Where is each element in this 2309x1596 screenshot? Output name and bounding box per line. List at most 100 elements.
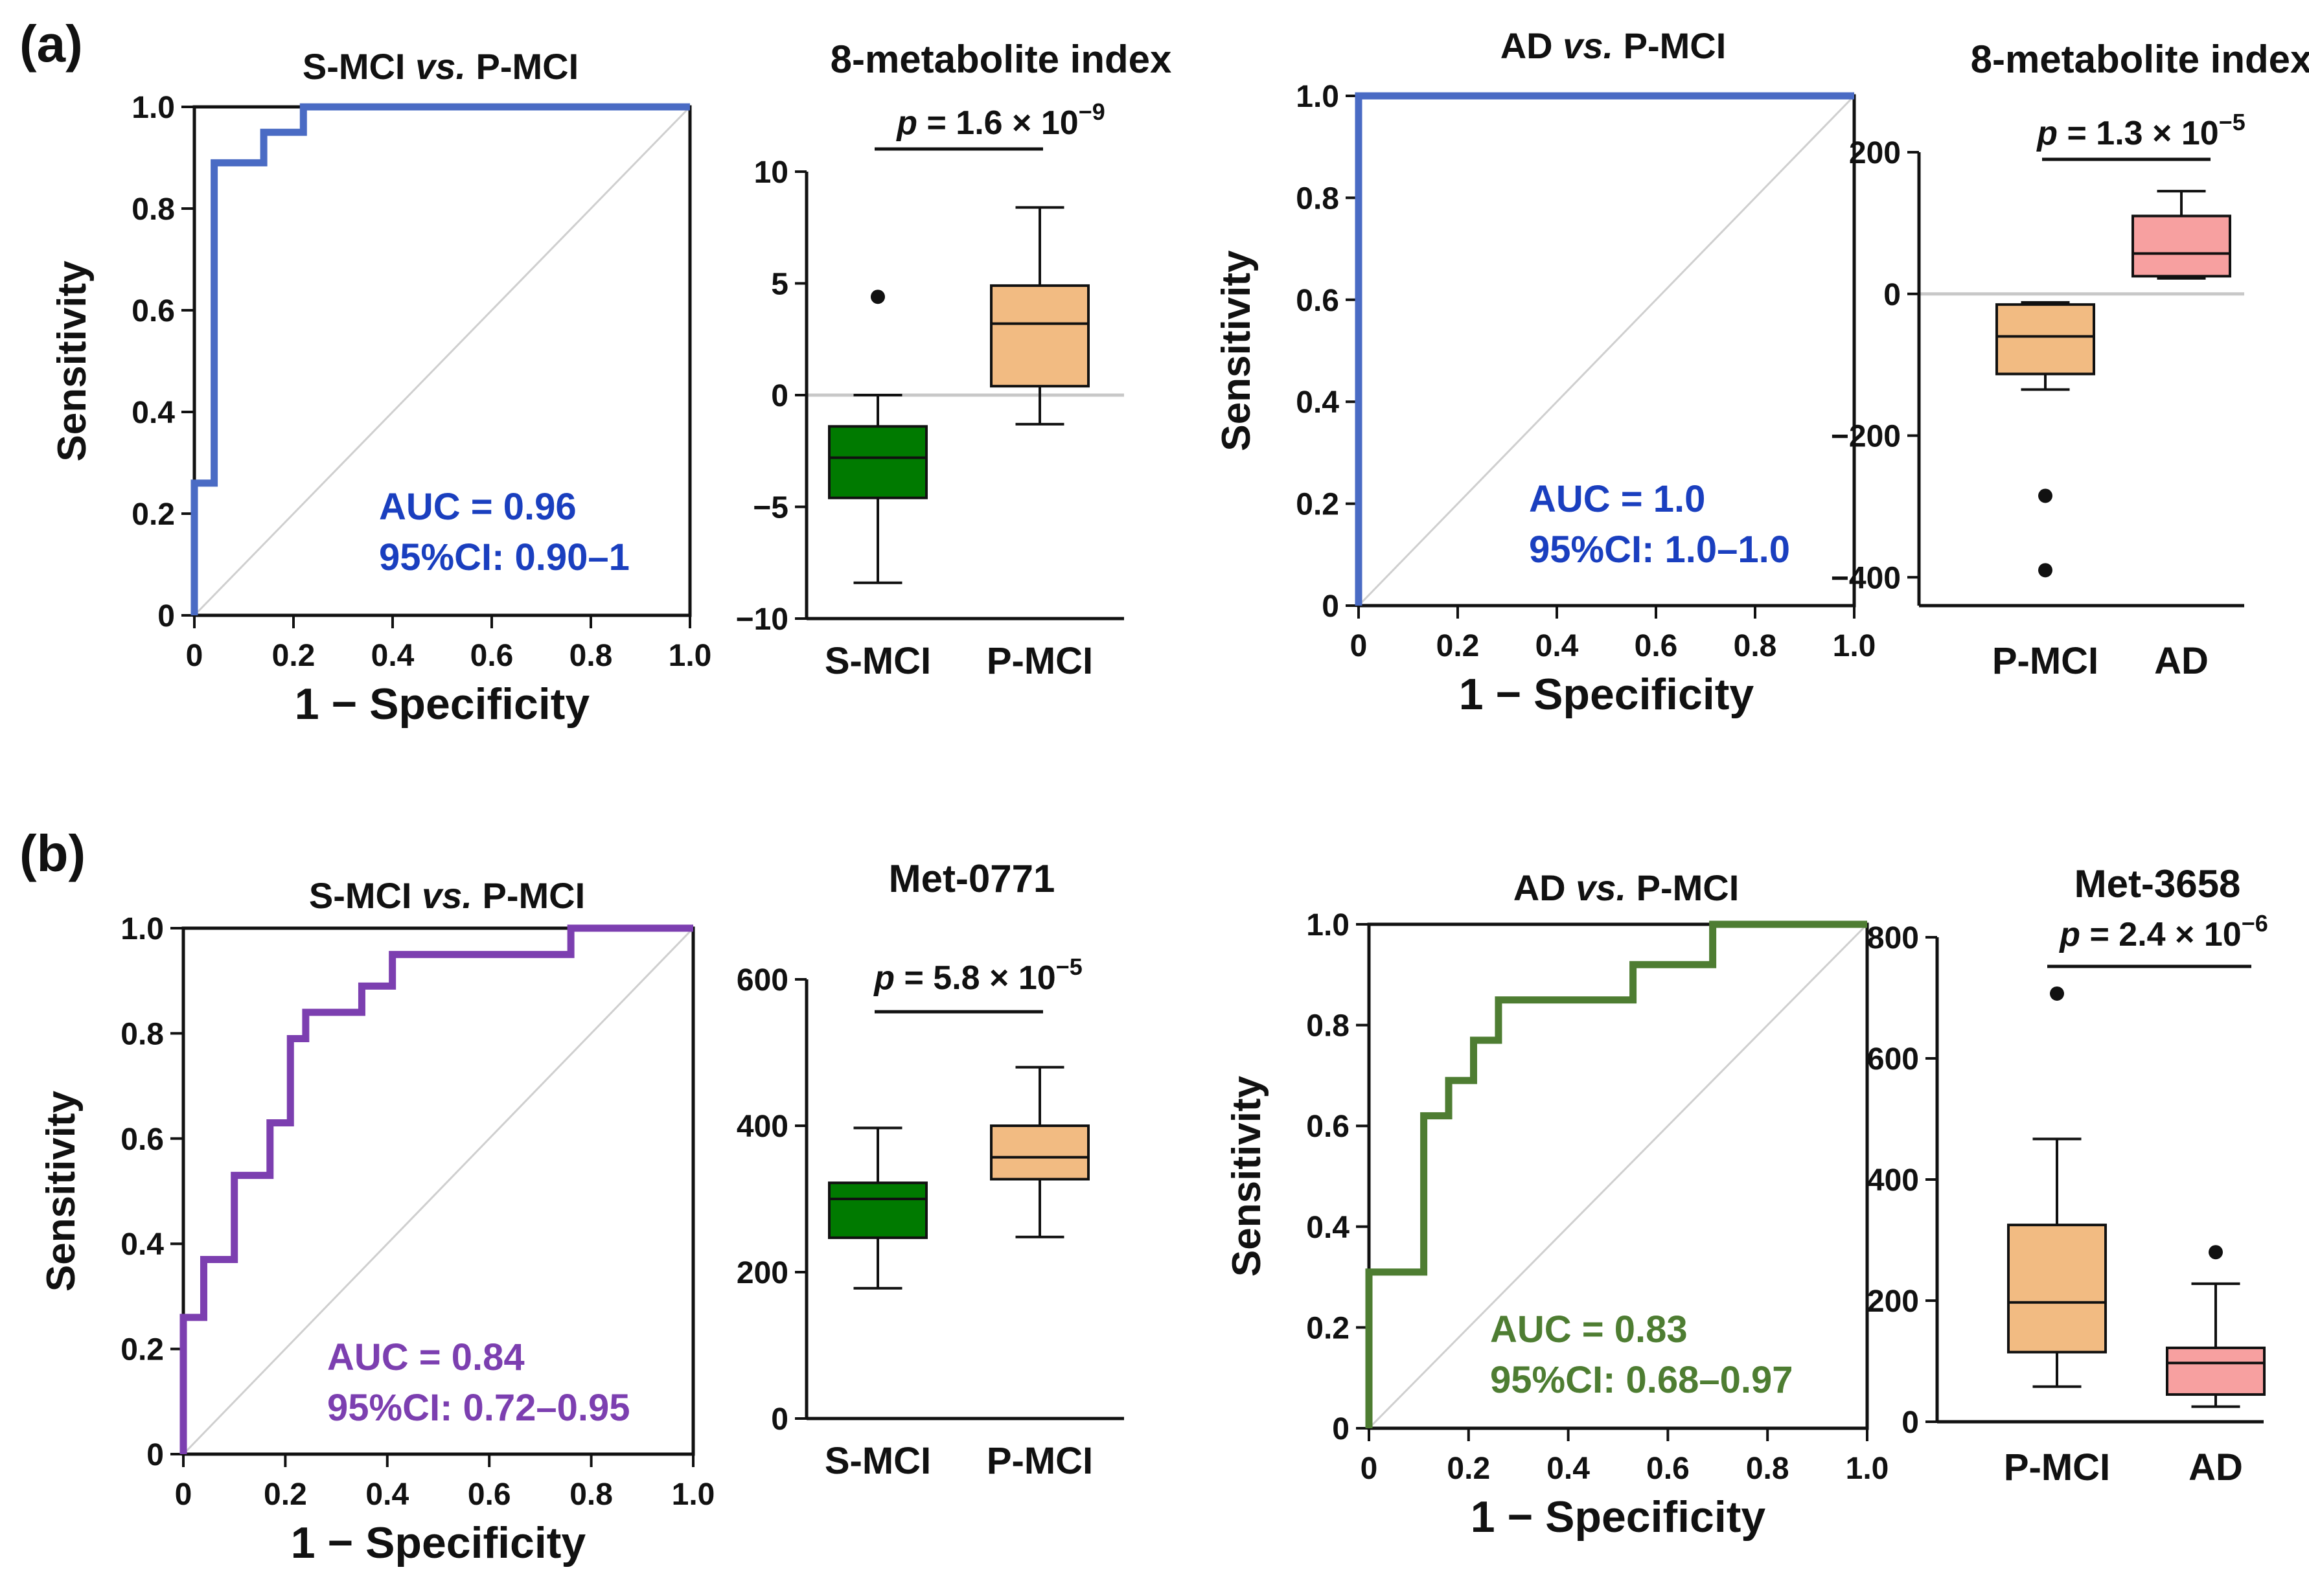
box-chart-a-right: 8-metabolite index p = 1.3 × 10−5 200 0 −200… — [1831, 38, 2309, 682]
x-tick-label: 1.0 — [1833, 629, 1876, 663]
x-tick-label: 0.6 — [1646, 1452, 1690, 1486]
roc-chart-a-left: S-MCI vs. P-MCI 0 0.2 0.4 0.6 0.8 1.0 0 0.2 0.4 0.… — [50, 46, 711, 729]
y-axis-title: Sensitivity — [39, 1090, 84, 1292]
p-value-text: = 1.6 × 10 — [917, 104, 1079, 142]
auc-text: AUC = 0.96 — [379, 486, 577, 528]
p-value: p = 1.6 × 10−9 — [895, 98, 1105, 142]
reference-diagonal — [193, 106, 691, 617]
roc-chart-b-right: AD vs. P-MCI 0 0.2 0.4 0.6 0.8 1.0 0 0.2 0.4 0.6 0.… — [1224, 867, 1889, 1542]
panel-label-b: (b) — [19, 825, 86, 882]
y-tick-label: 0.2 — [1296, 488, 1339, 522]
roc-curve — [190, 103, 690, 615]
y-tick-label: 0.6 — [132, 294, 175, 328]
chart-title-part: P-MCI — [472, 875, 585, 916]
outlier-point — [2050, 986, 2064, 1001]
y-tick-label: 200 — [1867, 1284, 1919, 1319]
x-tick-label: 0.2 — [264, 1477, 307, 1512]
chart-title: S-MCI vs. P-MCI — [303, 46, 579, 87]
y-tick-label: −400 — [1831, 561, 1901, 595]
y-tick-label: 200 — [1849, 136, 1901, 170]
category-label: S-MCI — [825, 640, 931, 682]
p-symbol: p — [895, 104, 917, 142]
chart-title-part: vs. — [1563, 25, 1613, 66]
x-tick-label: 0.2 — [272, 639, 316, 673]
p-value-exponent: −5 — [1056, 953, 1083, 980]
x-tick-label: 0 — [1350, 629, 1368, 663]
p-value-exponent: −6 — [2242, 910, 2268, 937]
chart-title: Met-0771 — [889, 857, 1055, 900]
y-tick-label: 0.4 — [1296, 385, 1339, 420]
box-ad — [2166, 1346, 2266, 1396]
category-label: P-MCI — [987, 1440, 1093, 1482]
auc-text: AUC = 0.84 — [327, 1336, 525, 1378]
box-chart-b-left: Met-0771 p = 5.8 × 10−5 600 400 200 0 S-MCI P-M… — [737, 857, 1124, 1482]
y-axis-title: Sensitivity — [1214, 250, 1259, 451]
y-tick-label: 0.8 — [132, 192, 175, 227]
ci-text: 95%CI: 0.72–0.95 — [327, 1387, 630, 1429]
roc-curve — [179, 924, 693, 1454]
y-tick-label: 0.8 — [1306, 1009, 1350, 1043]
x-tick-label: 0.8 — [1734, 629, 1777, 663]
chart-title-part: AD — [1500, 25, 1563, 66]
x-tick-label: 1.0 — [669, 639, 712, 673]
x-tick-label: 0.4 — [1535, 629, 1579, 663]
x-tick-label: 0.2 — [1447, 1452, 1490, 1486]
category-label: AD — [2188, 1446, 2243, 1488]
p-symbol: p — [2036, 115, 2058, 152]
x-tick-label: 1.0 — [672, 1477, 715, 1512]
category-label: P-MCI — [2004, 1446, 2110, 1488]
auc-text: AUC = 0.83 — [1490, 1308, 1688, 1351]
y-tick-label: 0.4 — [1306, 1211, 1350, 1245]
category-label: S-MCI — [825, 1440, 931, 1482]
chart-title-part: S-MCI — [303, 46, 415, 87]
panel-label-a: (a) — [19, 15, 83, 73]
outlier-point — [871, 290, 885, 304]
ci-text: 95%CI: 0.68–0.97 — [1490, 1359, 1793, 1401]
x-tick-label: 0.6 — [470, 639, 514, 673]
reference-diagonal — [182, 927, 695, 1455]
y-tick-label: 0.6 — [1296, 284, 1339, 318]
y-tick-label: 0.8 — [1296, 181, 1339, 216]
x-tick-label: 0 — [175, 1477, 192, 1512]
y-tick-label: −200 — [1831, 420, 1901, 454]
chart-title: Met-3658 — [2074, 862, 2241, 906]
plot-frame — [1367, 922, 1869, 1430]
roc-curve — [1355, 92, 1854, 606]
chart-title-part: vs. — [422, 875, 472, 916]
y-axis-title: Sensitivity — [1224, 1075, 1269, 1277]
p-value: p = 5.8 × 10−5 — [873, 953, 1082, 997]
y-tick-label: 1.0 — [132, 91, 175, 125]
chart-title: S-MCI vs. P-MCI — [309, 875, 585, 916]
y-tick-label: 0 — [771, 379, 788, 413]
y-tick-label: 1.0 — [121, 912, 164, 946]
y-tick-label: 0 — [1883, 278, 1901, 312]
category-label: AD — [2154, 640, 2209, 682]
y-tick-label: 5 — [771, 268, 788, 302]
y-tick-label: 0.6 — [121, 1123, 164, 1157]
y-tick-label: −10 — [736, 602, 788, 637]
y-tick-label: 0 — [1332, 1412, 1350, 1446]
y-tick-label: 0.2 — [1306, 1311, 1350, 1345]
category-label: P-MCI — [987, 640, 1093, 682]
p-symbol: p — [873, 959, 895, 997]
y-tick-label: 0 — [1322, 589, 1339, 624]
box-s-mci — [828, 425, 928, 499]
p-value-text: = 2.4 × 10 — [2080, 916, 2242, 953]
y-tick-label: 600 — [1867, 1042, 1919, 1077]
p-value-exponent: −9 — [1079, 98, 1105, 125]
category-label: P-MCI — [1992, 640, 2098, 682]
box-s-mci — [828, 1181, 928, 1239]
p-value: p = 1.3 × 10−5 — [2036, 109, 2245, 152]
y-axis-title: Sensitivity — [50, 260, 95, 462]
p-value-text: = 1.3 × 10 — [2058, 115, 2219, 152]
x-tick-label: 0.4 — [365, 1477, 409, 1512]
box-p-mci — [990, 284, 1090, 388]
x-tick-label: 0 — [186, 639, 203, 673]
box-p-mci — [990, 1124, 1090, 1181]
p-value: p = 2.4 × 10−6 — [2058, 910, 2268, 953]
y-tick-label: 0.6 — [1306, 1110, 1350, 1144]
outlier-point — [2038, 488, 2052, 503]
x-tick-label: 1.0 — [1846, 1452, 1889, 1486]
x-tick-label: 0 — [1361, 1452, 1378, 1486]
p-value-exponent: −5 — [2219, 109, 2246, 135]
